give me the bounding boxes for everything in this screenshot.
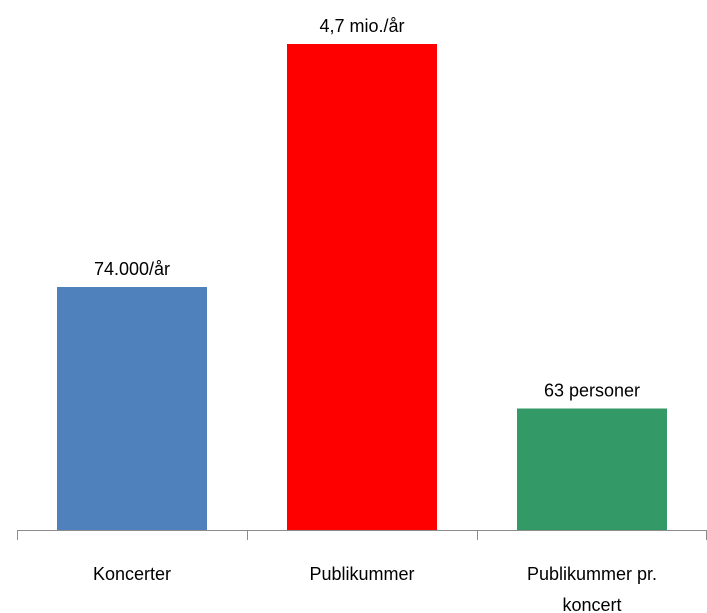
category-label-koncerter: Koncerter	[93, 564, 171, 584]
category-labels-group: Koncerter Publikummer Publikummer pr. konce…	[93, 564, 657, 613]
data-labels-group: 74.000/år 4,7 mio./år 63 personer	[94, 16, 640, 401]
x-axis	[17, 530, 707, 540]
data-label-koncerter: 74.000/år	[94, 259, 170, 279]
category-label-line: Koncerter	[93, 564, 171, 584]
bars-group	[57, 44, 667, 530]
category-label-line: koncert	[562, 595, 621, 613]
data-label-publikummer-pr-koncert: 63 personer	[544, 381, 640, 401]
category-label-line: Publikummer	[309, 564, 414, 584]
bar-koncerter	[57, 287, 207, 530]
bar-publikummer-pr-koncert	[517, 408, 667, 530]
category-label-publikummer: Publikummer	[309, 564, 414, 584]
bar-publikummer	[287, 44, 437, 530]
category-label-line: Publikummer pr.	[527, 564, 657, 584]
data-label-publikummer: 4,7 mio./år	[319, 16, 404, 36]
category-label-publikummer-pr-koncert: Publikummer pr. koncert	[527, 564, 657, 613]
